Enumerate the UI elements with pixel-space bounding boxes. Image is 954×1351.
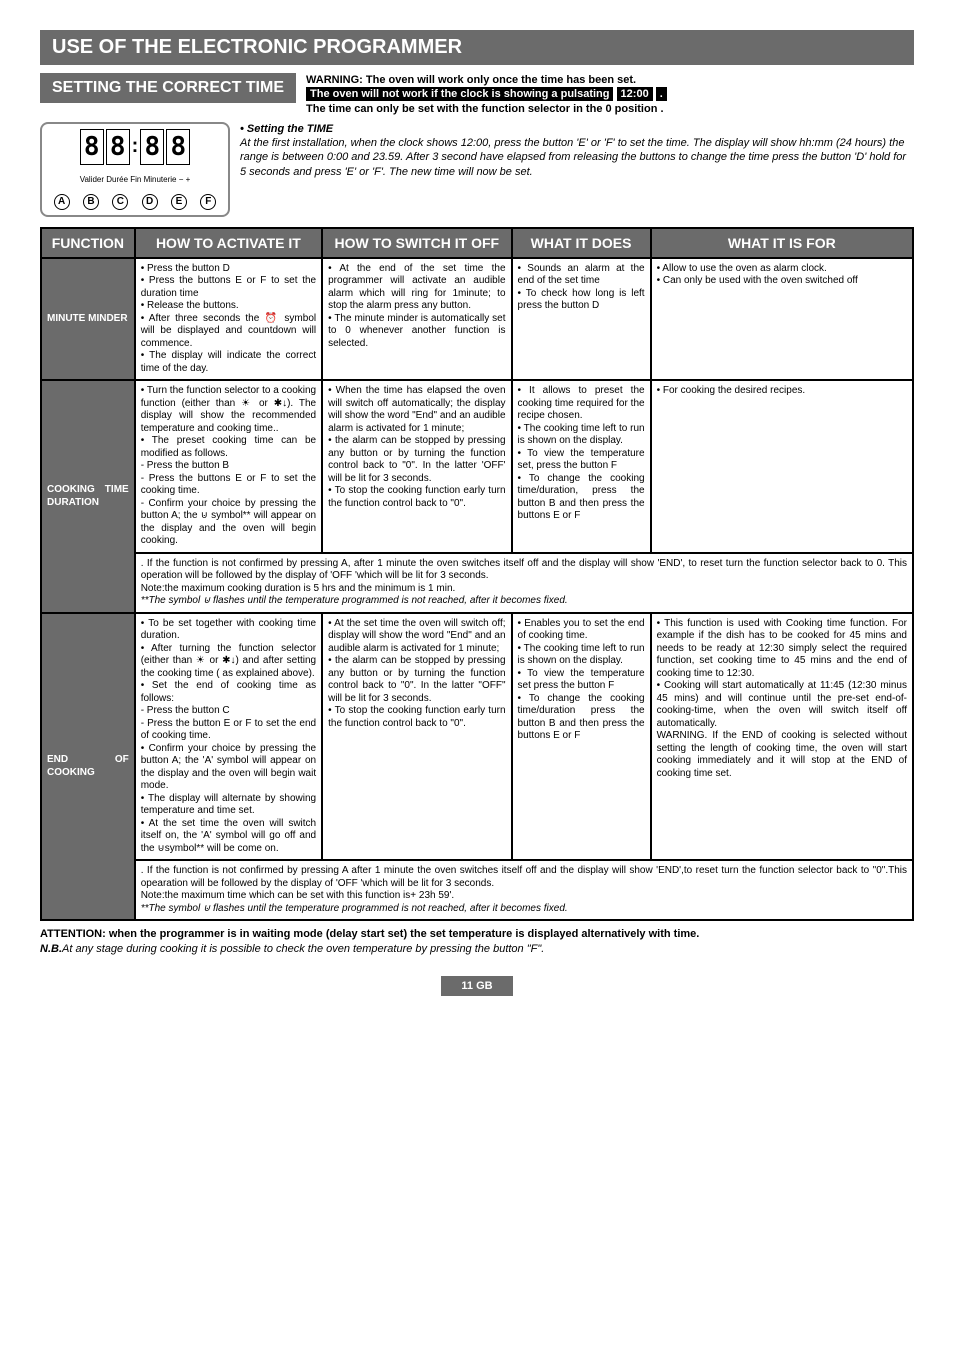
header-row: FUNCTION HOW TO ACTIVATE IT HOW TO SWITC…	[41, 228, 913, 258]
end-activate: • To be set together with cooking time d…	[135, 613, 322, 861]
page-footer: 11 GB	[40, 956, 914, 996]
th-activate: HOW TO ACTIVATE IT	[135, 228, 322, 258]
warning-line3: The time can only be set with the functi…	[306, 103, 664, 115]
digit-colon: :	[132, 135, 139, 158]
clock-buttons: A B C D E F	[47, 194, 223, 210]
th-for: WHAT IT IS FOR	[651, 228, 913, 258]
footer-attention: ATTENTION: when the programmer is in wai…	[40, 927, 914, 956]
minute-does: • Sounds an alarm at the end of the set …	[512, 258, 651, 381]
digit-3: 8	[140, 129, 164, 165]
end-label: END OF COOKING	[41, 613, 135, 921]
cooking-note-row: . If the function is not confirmed by pr…	[41, 553, 913, 613]
btn-b: B	[83, 194, 99, 210]
footer-line2b: At any stage during cooking it is possib…	[62, 943, 544, 955]
btn-f: F	[200, 194, 216, 210]
instr-body: At the first installation, when the cloc…	[240, 136, 914, 179]
warning-block: WARNING: The oven will work only once th…	[306, 73, 914, 116]
cooking-time-row: COOKING TIME DURATION • Turn the functio…	[41, 380, 913, 553]
clock-row: 8 8 : 8 8 Valider Durée Fin Minuterie − …	[40, 122, 914, 217]
clock-small-labels: Valider Durée Fin Minuterie − +	[47, 175, 223, 184]
minute-label: MINUTE MINDER	[41, 258, 135, 381]
btn-a: A	[54, 194, 70, 210]
digit-1: 8	[80, 129, 104, 165]
main-title: USE OF THE ELECTRONIC PROGRAMMER	[40, 30, 914, 65]
clock-illustration: 8 8 : 8 8 Valider Durée Fin Minuterie − …	[40, 122, 230, 217]
cooking-note-cell: . If the function is not confirmed by pr…	[135, 553, 913, 613]
end-switchoff: • At the set time the oven will switch o…	[322, 613, 511, 861]
footer-nb: N.B.	[40, 943, 62, 955]
btn-c: C	[112, 194, 128, 210]
cooking-note-italic: **The symbol ⊍ flashes until the tempera…	[141, 595, 568, 606]
th-switchoff: HOW TO SWITCH IT OFF	[322, 228, 511, 258]
digit-2: 8	[106, 129, 130, 165]
end-note-cell: . If the function is not confirmed by pr…	[135, 860, 913, 920]
end-note: . If the function is not confirmed by pr…	[141, 865, 907, 901]
btn-e: E	[171, 194, 187, 210]
instr-heading: • Setting the TIME	[240, 122, 914, 136]
cooking-for: • For cooking the desired recipes.	[651, 380, 913, 553]
minute-activate: • Press the button D• Press the buttons …	[135, 258, 322, 381]
warning-line2a: The oven will not work if the clock is s…	[306, 87, 613, 101]
end-note-italic: **The symbol ⊍ flashes until the tempera…	[141, 903, 568, 914]
th-does: WHAT IT DOES	[512, 228, 651, 258]
end-cooking-row: END OF COOKING • To be set together with…	[41, 613, 913, 861]
setting-time-title: SETTING THE CORRECT TIME	[40, 73, 296, 103]
cooking-does: • It allows to preset the cooking time r…	[512, 380, 651, 553]
minute-switchoff: • At the end of the set time the program…	[322, 258, 511, 381]
footer-line1: ATTENTION: when the programmer is in wai…	[40, 928, 699, 940]
setting-time-instructions: • Setting the TIME At the first installa…	[240, 122, 914, 179]
th-function: FUNCTION	[41, 228, 135, 258]
clock-display: 8 8 : 8 8	[47, 129, 223, 165]
digit-4: 8	[166, 129, 190, 165]
warning-line2c: .	[656, 87, 667, 101]
minute-minder-row: MINUTE MINDER • Press the button D• Pres…	[41, 258, 913, 381]
end-for: • This function is used with Cooking tim…	[651, 613, 913, 861]
end-note-row: . If the function is not confirmed by pr…	[41, 860, 913, 920]
cooking-switchoff: • When the time has elapsed the oven wil…	[322, 380, 511, 553]
end-does: • Enables you to set the end of cooking …	[512, 613, 651, 861]
btn-d: D	[142, 194, 158, 210]
setting-row: SETTING THE CORRECT TIME WARNING: The ov…	[40, 73, 914, 116]
cooking-label: COOKING TIME DURATION	[41, 380, 135, 613]
minute-for: • Allow to use the oven as alarm clock.•…	[651, 258, 913, 381]
page-number: 11 GB	[441, 976, 512, 996]
cooking-activate: • Turn the function selector to a cookin…	[135, 380, 322, 553]
warning-line1: WARNING: The oven will work only once th…	[306, 74, 636, 86]
function-table: FUNCTION HOW TO ACTIVATE IT HOW TO SWITC…	[40, 227, 914, 922]
warning-line2b: 12:00	[617, 87, 653, 101]
cooking-note: . If the function is not confirmed by pr…	[141, 558, 907, 594]
